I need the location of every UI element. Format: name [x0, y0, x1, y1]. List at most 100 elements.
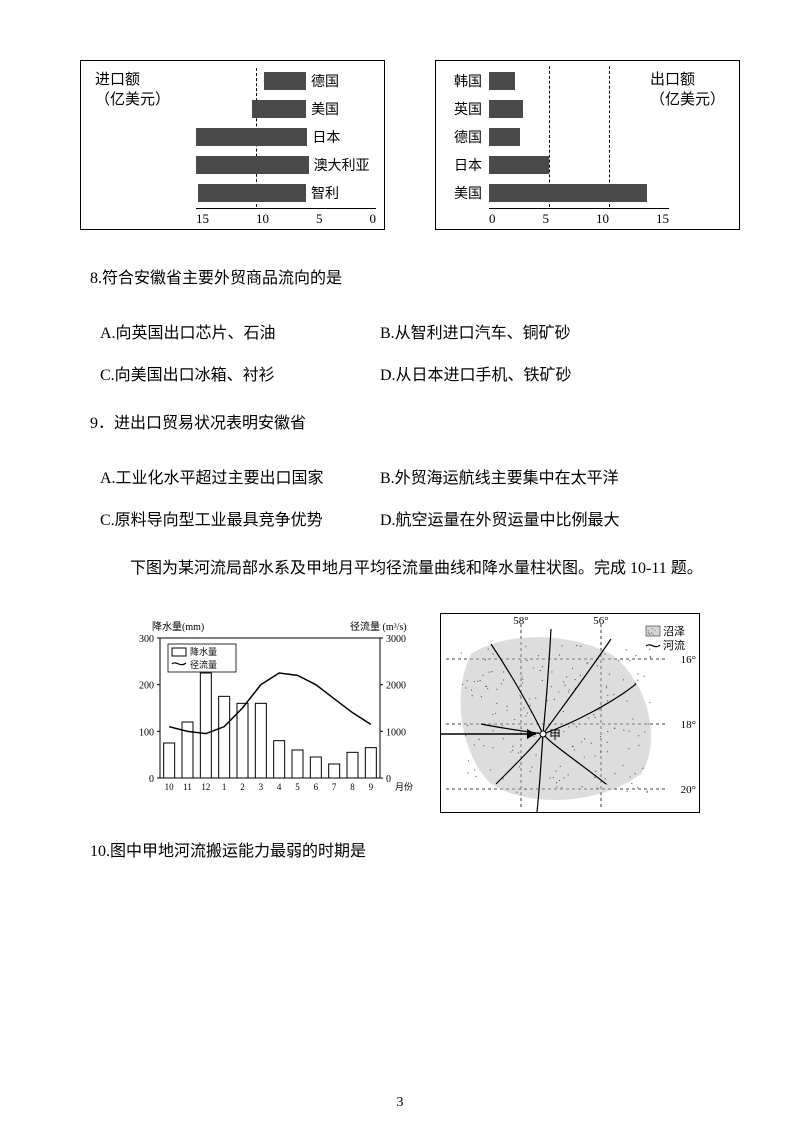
q8-option-a: A.向英国出口芯片、石油 [100, 319, 380, 343]
q8-options-row2: C.向美国出口冰箱、衬衫 D.从日本进口手机、铁矿砂 [100, 361, 740, 385]
q9-option-a: A.工业化水平超过主要出口国家 [100, 464, 380, 488]
q9-option-c: C.原料导向型工业最具竞争优势 [100, 506, 380, 530]
export-tick: 10 [596, 211, 609, 227]
legend-swamp: 沼泽 [663, 624, 685, 638]
precip-bar [310, 757, 321, 778]
export-tick: 5 [543, 211, 550, 227]
import-bar-row: 日本 [196, 124, 376, 150]
precip-bar [237, 704, 248, 779]
precip-bar [365, 748, 376, 778]
q9-option-d: D.航空运量在外贸运量中比例最大 [380, 506, 620, 530]
import-bar-row: 德国 [196, 68, 376, 94]
import-bar-row: 美国 [196, 96, 376, 122]
import-chart: 进口额 （亿美元） 德国美国日本澳大利亚智利 15 10 5 0 [80, 60, 385, 230]
svg-text:12: 12 [201, 782, 210, 792]
precip-bar [292, 750, 303, 778]
q9-option-b: B.外贸海运航线主要集中在太平洋 [380, 464, 619, 488]
jia-point [540, 731, 546, 737]
swamp-area [461, 637, 651, 800]
export-bar [489, 128, 520, 146]
export-tick: 0 [489, 211, 496, 227]
svg-text:5: 5 [295, 782, 300, 792]
q9-options-row2: C.原料导向型工业最具竞争优势 D.航空运量在外贸运量中比例最大 [100, 506, 740, 530]
svg-text:9: 9 [369, 782, 374, 792]
svg-text:3: 3 [259, 782, 264, 792]
svg-text:降水量: 降水量 [190, 646, 217, 657]
import-title-2: （亿美元） [95, 91, 170, 111]
export-chart: 出口额 （亿美元） 韩国英国德国日本美国 051015 [435, 60, 740, 230]
svg-text:径流量: 径流量 [190, 659, 217, 670]
import-tick: 5 [316, 211, 323, 227]
import-title-1: 进口额 [95, 71, 170, 91]
climate-chart: 01002003000100020003000降水量(mm)径流量 (m³/s)… [120, 613, 420, 803]
svg-text:月份: 月份 [395, 781, 413, 792]
export-bar-row: 美国 [489, 180, 669, 206]
svg-text:降水量(mm): 降水量(mm) [152, 620, 204, 633]
svg-text:2000: 2000 [386, 681, 406, 692]
export-bar-row: 德国 [489, 124, 669, 150]
export-bar-label: 日本 [449, 155, 487, 175]
svg-text:300: 300 [139, 634, 154, 645]
import-bar [264, 72, 306, 90]
export-tick: 15 [656, 211, 669, 227]
precip-bar [219, 697, 230, 779]
import-bar [196, 128, 307, 146]
import-tick: 0 [370, 211, 377, 227]
import-bar [196, 156, 309, 174]
svg-text:3000: 3000 [386, 634, 406, 645]
export-bar-label: 美国 [449, 183, 487, 203]
svg-text:0: 0 [149, 774, 154, 785]
svg-text:1: 1 [222, 782, 227, 792]
svg-text:58°: 58° [513, 615, 528, 627]
jia-label: 甲 [549, 728, 561, 742]
svg-text:2: 2 [240, 782, 245, 792]
climate-svg: 01002003000100020003000降水量(mm)径流量 (m³/s)… [120, 613, 420, 803]
q8-option-c: C.向美国出口冰箱、衬衫 [100, 361, 380, 385]
import-bar-label: 德国 [306, 71, 376, 91]
import-plot: 德国美国日本澳大利亚智利 15 10 5 0 [196, 68, 376, 227]
export-bar [489, 100, 523, 118]
import-title: 进口额 （亿美元） [95, 71, 170, 110]
svg-text:200: 200 [139, 681, 154, 692]
import-bar [198, 184, 306, 202]
flow-line [169, 673, 371, 734]
export-bar-row: 日本 [489, 152, 669, 178]
figure-row: 01002003000100020003000降水量(mm)径流量 (m³/s)… [120, 613, 740, 813]
precip-bar [255, 704, 266, 779]
export-bar [489, 72, 515, 90]
export-x-axis: 0 5 10 15 [489, 208, 669, 227]
page-number: 3 [0, 1095, 800, 1111]
svg-text:18°: 18° [681, 719, 696, 731]
export-bar-row: 英国 [489, 96, 669, 122]
svg-text:10: 10 [165, 782, 175, 792]
import-bar-label: 日本 [307, 127, 376, 147]
import-bar-row: 智利 [196, 180, 376, 206]
import-tick: 15 [196, 211, 209, 227]
svg-text:8: 8 [350, 782, 355, 792]
import-tick: 10 [256, 211, 269, 227]
q8-option-b: B.从智利进口汽车、铜矿砂 [380, 319, 571, 343]
q10-stem: 10.图中甲地河流搬运能力最弱的时期是 [90, 838, 740, 867]
q8-option-d: D.从日本进口手机、铁矿砂 [380, 361, 572, 385]
q9-options-row1: A.工业化水平超过主要出口国家 B.外贸海运航线主要集中在太平洋 [100, 464, 740, 488]
intro-text: 下图为某河流局部水系及甲地月平均径流量曲线和降水量柱状图。完成 10-11 题。 [130, 555, 740, 584]
svg-text:7: 7 [332, 782, 337, 792]
trade-charts-row: 进口额 （亿美元） 德国美国日本澳大利亚智利 151050 出口额 （亿美元） … [80, 60, 740, 230]
import-bar-label: 智利 [306, 183, 376, 203]
svg-text:11: 11 [183, 782, 192, 792]
precip-bar [347, 753, 358, 779]
export-plot: 韩国英国德国日本美国 0 5 10 15 [489, 66, 669, 227]
import-x-axis: 15 10 5 0 [196, 208, 376, 227]
export-bar [489, 156, 549, 174]
svg-text:6: 6 [314, 782, 319, 792]
legend-river: 河流 [663, 638, 685, 652]
precip-bar [329, 764, 340, 778]
import-bar-label: 美国 [306, 99, 376, 119]
precip-bar [200, 673, 211, 778]
svg-text:16°: 16° [681, 654, 696, 666]
svg-text:径流量 (m³/s): 径流量 (m³/s) [350, 620, 407, 633]
import-bar-row: 澳大利亚 [196, 152, 376, 178]
svg-text:100: 100 [139, 728, 154, 739]
export-bar-row: 韩国 [489, 68, 669, 94]
q8-options-row1: A.向英国出口芯片、石油 B.从智利进口汽车、铜矿砂 [100, 319, 740, 343]
